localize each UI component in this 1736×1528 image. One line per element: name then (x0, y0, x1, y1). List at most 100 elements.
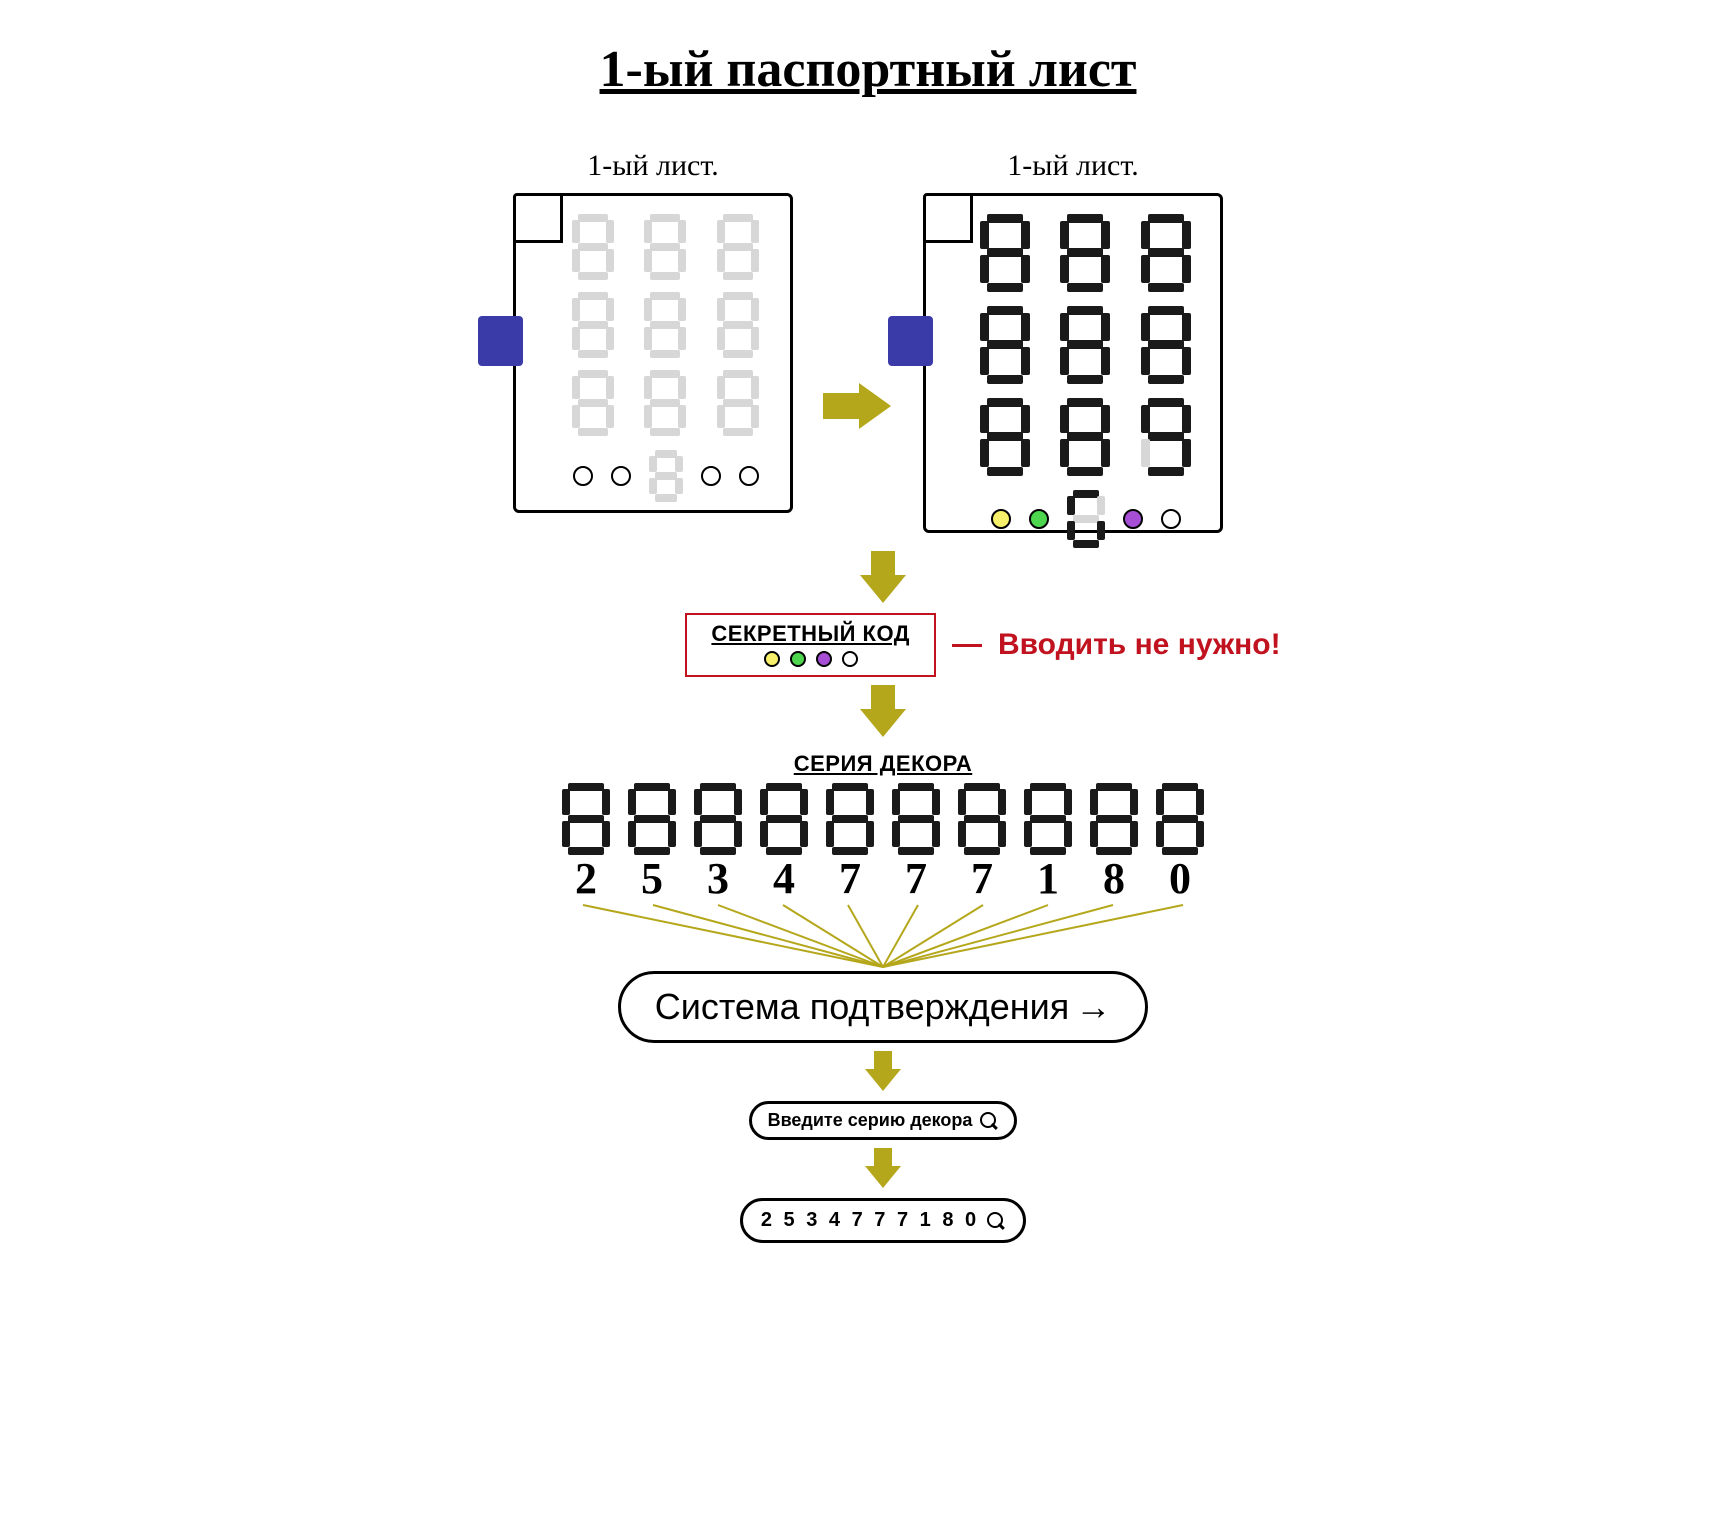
dot-purple (816, 651, 832, 667)
secret-row: СЕКРЕТНЫЙ КОД Вводить не нужно! (685, 613, 1280, 677)
series-number: 2 (575, 857, 597, 901)
seg-digit-on (1024, 783, 1072, 855)
seg-digit (644, 292, 686, 358)
dot (739, 466, 759, 486)
series-col: 7 (958, 783, 1006, 901)
passport-notch (923, 193, 973, 243)
passport-notch (513, 193, 563, 243)
dot-yellow (991, 509, 1011, 529)
left-seg-grid (566, 214, 765, 436)
series-input-filled[interactable]: 2 5 3 4 7 7 7 1 8 0 (740, 1198, 1026, 1243)
series-number: 7 (971, 857, 993, 901)
left-passport-col: 1-ый лист. (513, 149, 793, 513)
arrow-right-glyph-icon: → (1075, 986, 1111, 1028)
seg-digit-on (1141, 306, 1191, 384)
page-title: 1-ый паспортный лист (168, 40, 1568, 99)
seg-digit (717, 370, 759, 436)
seg-digit-on (760, 783, 808, 855)
seg-digit-on (694, 783, 742, 855)
series-col: 0 (1156, 783, 1204, 901)
series-number: 8 (1103, 857, 1125, 901)
seg-digit (649, 450, 683, 502)
seg-digit-on (1090, 783, 1138, 855)
right-passport-label: 1-ый лист. (1007, 149, 1138, 183)
seg-digit (572, 292, 614, 358)
seg-digit (572, 370, 614, 436)
seg-digit (644, 214, 686, 280)
arrow-down-icon (865, 1148, 901, 1190)
seg-digit-on (1060, 306, 1110, 384)
series-col: 7 (892, 783, 940, 901)
series-col: 5 (628, 783, 676, 901)
series-col: 7 (826, 783, 874, 901)
seg-digit-on (980, 214, 1030, 292)
seg-digit-on (892, 783, 940, 855)
passport-side-tab (888, 316, 933, 366)
seg-digit-on (1156, 783, 1204, 855)
series-number: 3 (707, 857, 729, 901)
secret-code-box: СЕКРЕТНЫЙ КОД (685, 613, 936, 677)
series-number: 7 (905, 857, 927, 901)
dot (701, 466, 721, 486)
dot (573, 466, 593, 486)
search-icon (980, 1112, 998, 1130)
series-input-placeholder[interactable]: Введите серию декора (749, 1101, 1018, 1140)
dot-purple (1123, 509, 1143, 529)
arrow-down-icon (865, 1051, 901, 1093)
seg-digit (717, 214, 759, 280)
dot-white (1161, 509, 1181, 529)
warn-text: Вводить не нужно! (998, 628, 1281, 662)
dot-yellow (764, 651, 780, 667)
dot-white (842, 651, 858, 667)
confirm-box[interactable]: Система подтверждения → (618, 971, 1149, 1043)
series-number: 5 (641, 857, 663, 901)
seg-digit-on (628, 783, 676, 855)
arrow-down-icon (860, 551, 906, 605)
fan-lines (563, 901, 1203, 971)
series-number: 1 (1037, 857, 1059, 901)
right-passport (923, 193, 1223, 533)
diagram-canvas: 1-ый паспортный лист 1-ый лист. (168, 40, 1568, 1243)
left-passport (513, 193, 793, 513)
series-number: 0 (1169, 857, 1191, 901)
seg-digit (644, 370, 686, 436)
search-icon (987, 1212, 1005, 1230)
right-passport-col: 1-ый лист. (923, 149, 1223, 533)
right-seg-grid (976, 214, 1195, 476)
warn-connector (952, 644, 982, 647)
series-number: 4 (773, 857, 795, 901)
seg-digit-on (1060, 214, 1110, 292)
confirm-label: Система подтверждения (655, 986, 1070, 1028)
seg-digit (717, 292, 759, 358)
seg-digit-on (1067, 490, 1105, 548)
left-dots-row (566, 450, 765, 502)
seg-digit-on (980, 306, 1030, 384)
passport-row: 1-ый лист. (168, 149, 1568, 533)
series-col: 1 (1024, 783, 1072, 901)
passport-side-tab (478, 316, 523, 366)
input-value-text: 2 5 3 4 7 7 7 1 8 0 (761, 1209, 979, 1232)
series-col: 3 (694, 783, 742, 901)
series-number: 7 (839, 857, 861, 901)
seg-digit-on (1060, 398, 1110, 476)
seg-digit-on (1141, 398, 1191, 476)
right-dots-row (976, 490, 1195, 548)
seg-digit-on (958, 783, 1006, 855)
series-col: 8 (1090, 783, 1138, 901)
series-digits-row: 2534777180 (562, 783, 1204, 901)
series-col: 4 (760, 783, 808, 901)
arrow-down-icon (860, 685, 906, 739)
series-col: 2 (562, 783, 610, 901)
seg-digit-on (1141, 214, 1191, 292)
flow-column: СЕКРЕТНЫЙ КОД Вводить не нужно! СЕРИЯ ДЕ… (198, 543, 1568, 1243)
dot-green (790, 651, 806, 667)
seg-digit-on (826, 783, 874, 855)
dot-green (1029, 509, 1049, 529)
seg-digit (572, 214, 614, 280)
input-placeholder-text: Введите серию декора (768, 1110, 973, 1131)
seg-digit-on (980, 398, 1030, 476)
arrow-right-icon (823, 383, 893, 429)
dot (611, 466, 631, 486)
left-passport-label: 1-ый лист. (587, 149, 718, 183)
series-title: СЕРИЯ ДЕКОРА (794, 751, 973, 777)
